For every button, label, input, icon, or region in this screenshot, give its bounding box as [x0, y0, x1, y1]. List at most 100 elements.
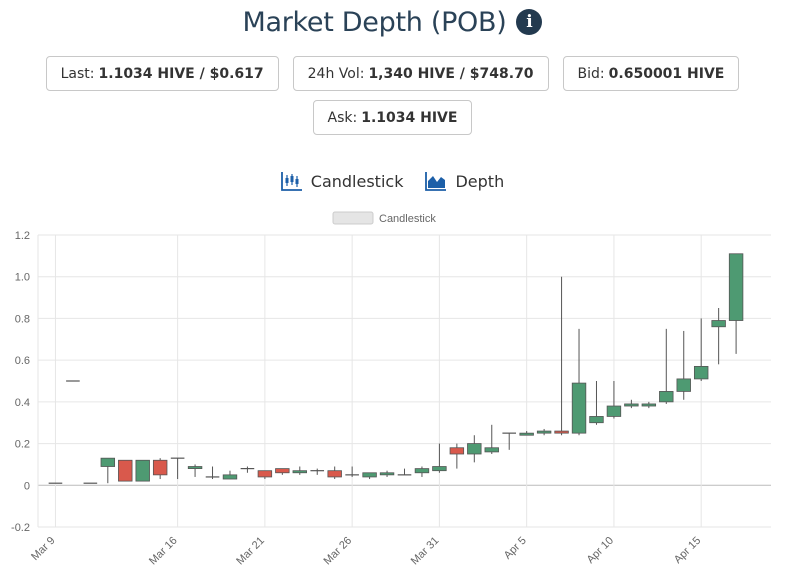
last-price-value: 1.1034 HIVE / $0.617: [98, 65, 264, 82]
candle: [519, 431, 534, 436]
candles: [48, 253, 744, 484]
candle-body: [135, 459, 150, 482]
y-axis: -0.2 0 0.2 0.4 0.6 0.8 1.0 1.2: [11, 230, 30, 534]
candlestick-chart-icon: [280, 172, 302, 191]
candle: [449, 443, 465, 469]
last-price-badge: Last: 1.1034 HIVE / $0.617: [45, 56, 279, 91]
x-tick-label: Apr 15: [672, 535, 703, 566]
candle: [152, 458, 168, 480]
candle: [414, 466, 430, 477]
y-tick-label: 0.4: [15, 397, 30, 409]
candle: [554, 276, 569, 436]
tab-candlestick-label: Candlestick: [310, 171, 404, 191]
candle: [589, 381, 604, 425]
candle: [624, 399, 639, 409]
candle: [257, 470, 273, 480]
candle-body: [187, 466, 203, 469]
candle-body: [536, 430, 552, 434]
candle-body: [362, 472, 377, 478]
candle: [187, 464, 203, 477]
legend-swatch: [332, 211, 374, 225]
candle-body: [519, 432, 534, 436]
ask-label: Ask:: [327, 109, 358, 126]
area-chart-icon: [425, 172, 447, 191]
y-tick-label: 0.2: [15, 439, 30, 451]
bid-badge: Bid: 0.650001 HIVE: [562, 56, 740, 91]
title-row: Market Depth (POB) i: [0, 4, 785, 40]
candle: [100, 457, 116, 484]
page-title: Market Depth (POB): [242, 6, 507, 38]
x-axis: Mar 9 Mar 16 Mar 21 Mar 26 Mar 31 Apr 5 Apr 10…: [29, 535, 703, 568]
candle: [327, 466, 342, 480]
candle-body: [152, 459, 168, 476]
y-tick-label: 1.0: [15, 272, 30, 284]
candle-body: [275, 468, 290, 474]
candle: [135, 459, 150, 482]
candle-body: [327, 470, 342, 478]
candle-body: [292, 470, 307, 474]
candle: [484, 424, 499, 454]
x-tick-label: Mar 26: [322, 535, 355, 568]
legend-label: Candlestick: [379, 213, 436, 225]
candle: [728, 253, 744, 354]
candle-body: [728, 253, 744, 321]
candle-body: [379, 472, 395, 476]
candle: [205, 466, 220, 480]
candle: [711, 308, 726, 365]
candle: [379, 470, 395, 477]
candle-body: [676, 378, 691, 392]
y-tick-label: -0.2: [11, 522, 30, 534]
candle-body: [449, 447, 465, 455]
candle-body: [554, 430, 569, 434]
volume-24h-value: 1,340 HIVE / $748.70: [368, 65, 534, 82]
candle: [641, 401, 657, 409]
candle: [222, 470, 238, 480]
ask-value: 1.1034 HIVE: [361, 109, 458, 126]
candle: [292, 466, 307, 475]
bid-value: 0.650001 HIVE: [608, 65, 725, 82]
bid-label: Bid:: [577, 65, 605, 82]
candle-body: [257, 470, 273, 478]
candle: [310, 468, 325, 475]
candle: [606, 381, 622, 419]
x-tick-label: Mar 31: [409, 535, 442, 568]
stats-row-1: Last: 1.1034 HIVE / $0.617 24h Vol: 1,34…: [0, 56, 785, 91]
last-price-label: Last:: [60, 65, 95, 82]
y-tick-label: 0.6: [15, 355, 30, 367]
candle: [693, 318, 709, 381]
candle-body: [467, 443, 482, 455]
candle-body: [606, 405, 622, 417]
candle-body: [414, 468, 430, 474]
x-tick-label: Mar 21: [234, 535, 267, 568]
ask-badge: Ask: 1.1034 HIVE: [312, 100, 473, 135]
y-tick-label: 1.2: [15, 230, 30, 242]
volume-24h-label: 24h Vol:: [307, 65, 365, 82]
candle: [571, 328, 587, 436]
candle-body: [432, 466, 447, 472]
x-tick-label: Apr 10: [585, 535, 616, 566]
stats-row-2: Ask: 1.1034 HIVE: [0, 100, 785, 135]
volume-24h-badge: 24h Vol: 1,340 HIVE / $748.70: [292, 56, 549, 91]
candle: [118, 459, 133, 482]
candle: [345, 466, 359, 477]
candle: [362, 472, 377, 480]
candle-body: [571, 382, 587, 434]
candle: [432, 443, 447, 473]
tab-depth[interactable]: Depth: [425, 171, 504, 191]
candle: [240, 466, 255, 473]
info-circle-icon[interactable]: i: [516, 9, 543, 35]
candlestick-chart: Candlestick -0.2 0 0.2 0.4 0.6 0.8 1.0 1.2 Mar …: [11, 211, 771, 568]
x-tick-label: Mar 9: [29, 535, 57, 563]
candle: [676, 330, 691, 400]
tab-candlestick[interactable]: Candlestick: [280, 171, 404, 191]
x-tick-label: Mar 16: [147, 535, 180, 568]
chart-legend[interactable]: Candlestick: [332, 211, 436, 225]
candle: [397, 468, 412, 476]
candle: [275, 468, 290, 475]
candle-body: [484, 447, 499, 453]
candle: [170, 457, 185, 480]
candle-body: [659, 391, 674, 403]
candle-body: [100, 457, 116, 467]
tab-depth-label: Depth: [455, 171, 505, 191]
candle-body: [589, 416, 604, 424]
